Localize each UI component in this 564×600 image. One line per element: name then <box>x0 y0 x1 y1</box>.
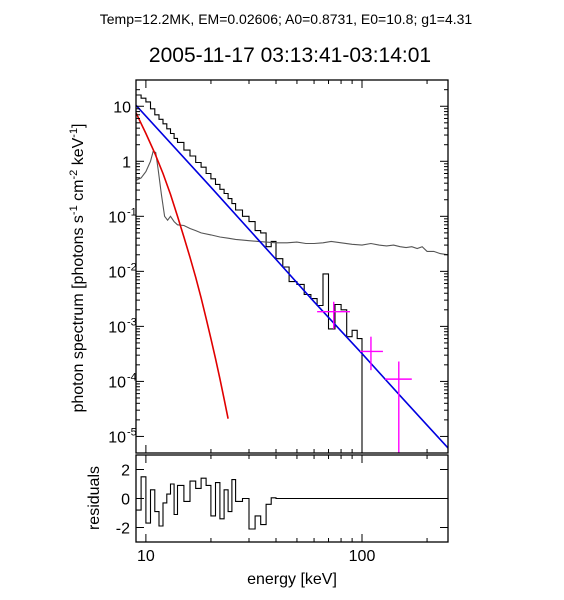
data-point-with-error-bars <box>360 336 383 371</box>
y-tick-label: 10 <box>108 319 126 336</box>
series-background <box>136 150 448 256</box>
y-axis-label-main: photon spectrum [photons s <box>70 215 87 412</box>
residual-y-tick-label: -2 <box>116 521 130 538</box>
figure-header: Temp=12.2MK, EM=0.02606; A0=0.8731, E0=1… <box>100 11 473 27</box>
y-tick-label: 10 <box>108 264 126 281</box>
residuals-plot-area <box>136 476 448 530</box>
y-axis-label-sup2: -2 <box>68 170 80 180</box>
residuals-axes: 10 100 -2 0 2 <box>116 455 448 565</box>
y-tick-label-base: 10 <box>113 99 131 116</box>
residuals-axis-label: residuals <box>86 466 103 530</box>
y-tick-label: 10 <box>113 99 131 116</box>
y-tick-label-base: 10 <box>108 319 126 336</box>
residuals-panel: 10 100 -2 0 2 <box>116 454 449 565</box>
series-thermal <box>136 112 229 419</box>
x-tick-label: 100 <box>349 548 376 565</box>
y-axis-label-sup3: -1 <box>68 128 80 138</box>
y-tick-label-base: 1 <box>122 154 131 171</box>
data-point-with-error-bars <box>385 361 412 453</box>
residual-y-tick-label: 2 <box>121 463 130 480</box>
y-tick-label-base: 10 <box>108 264 126 281</box>
y-tick-label-base: 10 <box>108 209 126 226</box>
y-tick-label-exponent: -2 <box>127 261 137 273</box>
y-tick-label-base: 10 <box>108 374 126 391</box>
residual-y-tick-label: 0 <box>121 492 130 509</box>
y-tick-label-exponent: -5 <box>127 426 137 438</box>
x-axis-label: energy [keV] <box>247 571 337 588</box>
y-tick-label-exponent: -3 <box>127 316 137 328</box>
series-power-law <box>136 104 448 449</box>
y-tick-label: 1 <box>122 154 131 171</box>
y-tick-label-base: 10 <box>108 429 126 446</box>
y-tick-label-exponent: -4 <box>127 371 137 383</box>
y-tick-label-exponent: -1 <box>127 206 137 218</box>
y-axis-label-sup1: -1 <box>68 205 80 215</box>
series-data-histogram <box>136 94 363 453</box>
y-axis-label-mid2: keV <box>70 137 87 169</box>
data-point-with-error-bars <box>317 301 351 329</box>
main-plot-frame <box>135 79 449 454</box>
y-axis-label-mid1: cm <box>70 180 87 206</box>
y-axis-label-end: ] <box>70 123 87 127</box>
main-plot-area <box>136 94 448 453</box>
series-residuals <box>136 476 448 530</box>
x-tick-label: 10 <box>137 548 155 565</box>
y-axis-label: photon spectrum [photons s-1 cm-2 keV-1] <box>68 123 87 412</box>
y-tick-label: 10 <box>108 429 126 446</box>
y-tick-label: 10 <box>108 374 126 391</box>
y-tick-label: 10 <box>108 209 126 226</box>
chart-title: 2005-11-17 03:13:41-03:14:01 <box>149 44 431 67</box>
